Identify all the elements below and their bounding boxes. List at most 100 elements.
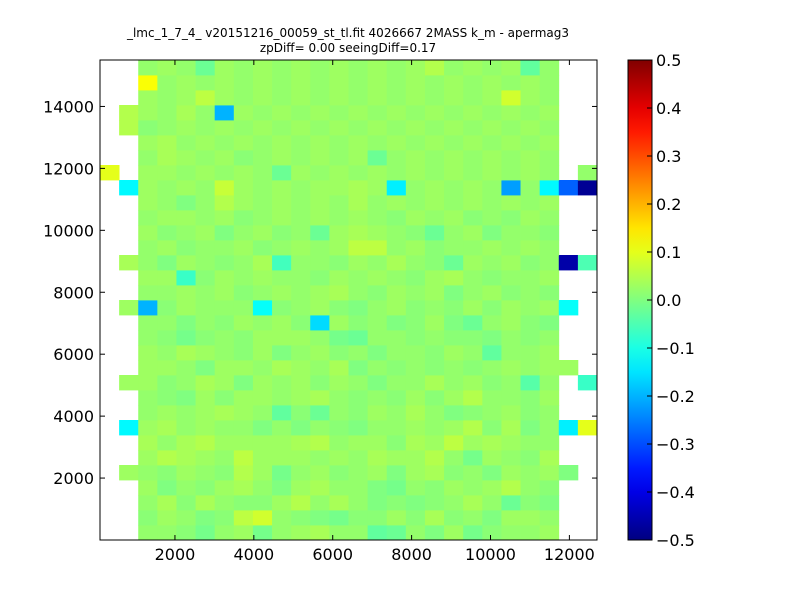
heatmap-cell (195, 165, 216, 181)
heatmap-cell (157, 195, 177, 211)
heatmap-cell (214, 390, 235, 406)
heatmap-cell (214, 150, 235, 166)
heatmap-cell (119, 180, 139, 196)
heatmap-cell (252, 405, 273, 421)
heatmap-cell (233, 225, 254, 241)
heatmap-cell (424, 285, 445, 301)
heatmap-cell (501, 405, 521, 421)
heatmap-cell (348, 180, 369, 196)
heatmap-cell (348, 345, 369, 361)
heatmap-cell (252, 390, 273, 406)
heatmap-cell (405, 435, 426, 451)
heatmap-cell (386, 315, 407, 331)
heatmap-cell (272, 240, 292, 256)
heatmap-cell (233, 495, 254, 511)
heatmap-cell (233, 210, 254, 226)
heatmap-cell (176, 90, 196, 106)
heatmap-cell (520, 270, 541, 286)
heatmap-cell (233, 510, 254, 526)
heatmap-cell (463, 270, 483, 286)
heatmap-cell (386, 495, 407, 511)
heatmap-cell (463, 180, 483, 196)
heatmap-cell (520, 375, 541, 391)
heatmap-cell (195, 180, 216, 196)
heatmap-cell (138, 90, 158, 106)
heatmap-cell (348, 495, 369, 511)
heatmap-cell (520, 105, 541, 121)
heatmap-cell (520, 285, 541, 301)
heatmap-cell (176, 300, 196, 316)
heatmap-cell (386, 390, 407, 406)
heatmap-cell (329, 135, 349, 151)
heatmap-cell (138, 285, 158, 301)
heatmap-cell (539, 240, 560, 256)
heatmap-cell (272, 105, 292, 121)
heatmap-cell (252, 135, 273, 151)
heatmap-cell (310, 210, 330, 226)
heatmap-cell (138, 450, 158, 466)
heatmap-cell (138, 210, 158, 226)
heatmap-cell (386, 435, 407, 451)
heatmap-cell (348, 525, 369, 541)
heatmap-cell (157, 360, 177, 376)
heatmap-cell (176, 195, 196, 211)
heatmap-cell (463, 315, 483, 331)
heatmap-cell (252, 330, 273, 346)
heatmap-cell (444, 435, 464, 451)
heatmap-cell (482, 300, 502, 316)
heatmap-cell (558, 465, 579, 481)
heatmap-cell (482, 180, 502, 196)
heatmap-cell (444, 75, 464, 91)
heatmap-cell (367, 420, 388, 436)
heatmap-cell (252, 240, 273, 256)
heatmap-cell (291, 255, 311, 271)
heatmap-cell (157, 210, 177, 226)
heatmap-cell (539, 360, 560, 376)
x-tick-label: 2000 (155, 545, 196, 564)
heatmap-cell (424, 105, 445, 121)
heatmap-cell (329, 420, 349, 436)
heatmap-cell (272, 210, 292, 226)
heatmap-cell (424, 210, 445, 226)
heatmap-cell (405, 390, 426, 406)
heatmap-cell (214, 120, 235, 136)
heatmap-cell (233, 435, 254, 451)
heatmap-cell (157, 525, 177, 541)
heatmap-cell (310, 120, 330, 136)
heatmap-cell (214, 495, 235, 511)
heatmap-cell (157, 510, 177, 526)
heatmap-cell (252, 255, 273, 271)
heatmap-cell (291, 165, 311, 181)
heatmap-cell (424, 90, 445, 106)
heatmap-cell (424, 150, 445, 166)
heatmap-cell (463, 165, 483, 181)
heatmap-cell (233, 375, 254, 391)
heatmap-cell (367, 165, 388, 181)
heatmap-cell (214, 450, 235, 466)
heatmap-cell (405, 75, 426, 91)
heatmap-cell (444, 150, 464, 166)
heatmap-cell (482, 375, 502, 391)
heatmap-cell (558, 420, 579, 436)
heatmap-cell (195, 285, 216, 301)
heatmap-cell (482, 285, 502, 301)
heatmap-cell (482, 165, 502, 181)
heatmap-cell (444, 195, 464, 211)
heatmap-cell (195, 120, 216, 136)
heatmap-cell (176, 255, 196, 271)
heatmap-cell (119, 120, 139, 136)
heatmap-cell (233, 255, 254, 271)
heatmap-cell (444, 165, 464, 181)
heatmap-cell (482, 150, 502, 166)
colorbar-tick-label: −0.4 (656, 483, 695, 502)
heatmap-cell (539, 150, 560, 166)
heatmap-cell (233, 300, 254, 316)
heatmap-cell (252, 360, 273, 376)
heatmap-cell (329, 435, 349, 451)
heatmap-cell (405, 450, 426, 466)
heatmap-cell (520, 435, 541, 451)
heatmap-cell (291, 90, 311, 106)
heatmap-cell (195, 105, 216, 121)
heatmap-cell (501, 510, 521, 526)
y-tick-label: 6000 (53, 345, 94, 364)
